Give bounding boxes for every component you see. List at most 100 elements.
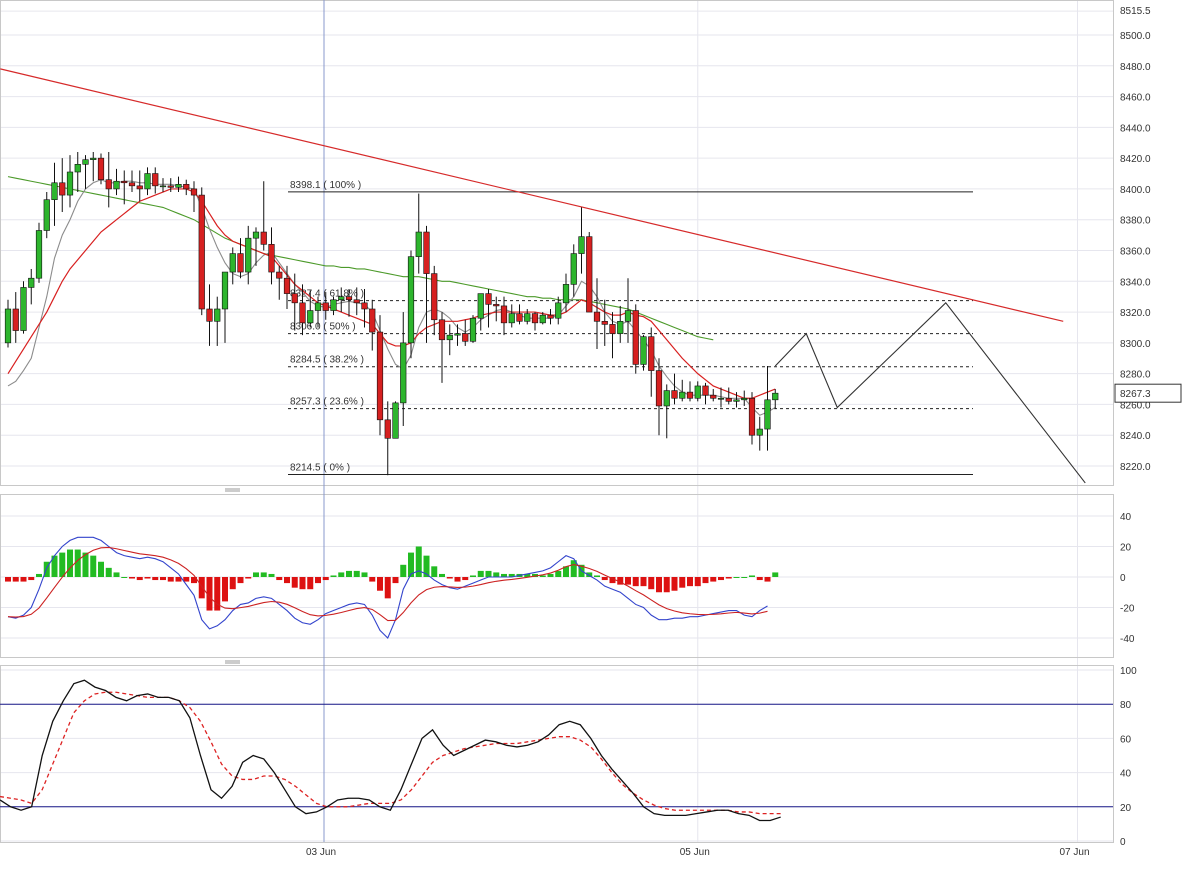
macd-histogram-bar: [439, 573, 445, 577]
macd-histogram-bar: [291, 577, 298, 588]
fib-level-label: 8398.1 ( 100% ): [290, 180, 361, 191]
macd-histogram-bar: [268, 573, 275, 577]
macd-histogram-bar: [539, 575, 546, 577]
macd-histogram-bar: [191, 577, 197, 584]
candle-body: [655, 370, 663, 407]
candle-body: [679, 391, 686, 399]
candle-body: [500, 305, 508, 324]
macd-histogram-bar: [330, 575, 337, 577]
macd-histogram-bar: [338, 572, 345, 577]
macd-histogram-bar: [82, 552, 89, 577]
macd-histogram-bar: [640, 577, 647, 587]
macd-histogram-bar: [183, 577, 190, 582]
stoch-y-tick-label: 0: [1120, 837, 1126, 848]
candle-body: [35, 230, 43, 279]
candle-body: [74, 164, 81, 173]
x-date-label: 07 Jun: [1060, 847, 1090, 858]
y-tick-label: 8515.5: [1120, 6, 1151, 17]
y-tick-label: 8360.0: [1120, 247, 1151, 258]
candle-body: [291, 293, 298, 304]
candle-body: [159, 185, 167, 188]
macd-histogram-bar: [625, 577, 631, 585]
fib-level-label: 8284.5 ( 38.2% ): [290, 355, 364, 366]
macd-histogram-bar: [229, 577, 236, 590]
macd-histogram-bar: [322, 577, 329, 581]
candle-body: [524, 313, 531, 322]
candle-body: [702, 385, 709, 396]
candle-body: [756, 428, 763, 436]
candle-body: [105, 179, 112, 190]
macd-histogram-bar: [756, 577, 763, 581]
candle-body: [493, 304, 500, 307]
macd-histogram-bar: [718, 577, 724, 581]
candle-body: [671, 390, 678, 399]
y-tick-label: 8280.0: [1120, 370, 1151, 381]
candle-body: [299, 302, 306, 324]
y-tick-label: 8380.0: [1120, 216, 1151, 227]
macd-y-tick-label: 0: [1120, 573, 1126, 584]
candle-body: [28, 277, 35, 288]
y-tick-label: 8460.0: [1120, 93, 1151, 104]
macd-y-tick-label: -40: [1120, 634, 1135, 645]
macd-histogram-bar: [446, 577, 453, 579]
macd-histogram-bar: [160, 577, 166, 581]
macd-histogram-bar: [508, 573, 515, 577]
candle-body: [423, 231, 430, 274]
macd-histogram-bar: [237, 577, 244, 584]
macd-histogram-bar: [175, 577, 182, 582]
candle-body: [121, 180, 128, 184]
macd-histogram-bar: [20, 577, 27, 582]
candle-body: [593, 311, 601, 322]
macd-histogram-bar: [656, 577, 662, 593]
macd-histogram-bar: [454, 577, 461, 582]
candle-body: [438, 319, 446, 341]
candle-body: [578, 236, 585, 254]
candle-body: [183, 184, 190, 190]
y-tick-label: 8220.0: [1120, 462, 1151, 473]
candle-body: [485, 293, 492, 305]
stochastic-plot: [0, 679, 1113, 822]
candle-body: [555, 302, 562, 319]
macd-histogram-bar: [113, 572, 120, 577]
macd-histogram-bar: [90, 555, 97, 577]
stoch-y-tick-label: 80: [1120, 700, 1132, 711]
candle-body: [237, 253, 244, 273]
macd-histogram-bar: [601, 577, 608, 581]
candle-body: [624, 310, 632, 322]
candle-body: [353, 299, 360, 304]
macd-histogram-bar: [299, 577, 306, 590]
candle-body: [686, 391, 694, 399]
macd-histogram-bar: [524, 573, 531, 577]
macd-histogram-bar: [749, 575, 755, 577]
macd-histogram-bar: [260, 572, 267, 577]
macd-histogram-bar: [485, 570, 492, 577]
macd-histogram-bar: [67, 549, 73, 577]
candle-body: [648, 336, 655, 371]
macd-histogram-bar: [532, 573, 538, 577]
candle-body: [345, 296, 353, 301]
candle-body: [338, 296, 345, 301]
candle-body: [190, 188, 198, 196]
y-tick-label: 8300.0: [1120, 339, 1151, 350]
candle-body: [66, 171, 74, 196]
y-tick-label: 8320.0: [1120, 308, 1151, 319]
macd-histogram-bar: [609, 577, 616, 584]
candle-body: [400, 342, 407, 404]
candle-body: [772, 392, 779, 401]
macd-y-tick-label: 20: [1120, 543, 1132, 554]
macd-plot: [5, 536, 779, 639]
splitter-handle[interactable]: [225, 488, 240, 492]
macd-histogram-bar: [315, 577, 321, 584]
y-tick-label: 8480.0: [1120, 62, 1151, 73]
candle-body: [431, 273, 438, 321]
axes: 8515.5 8500.0 8480.0 8460.0 8440.0 8420.0 8400…: [306, 6, 1182, 858]
splitter-handle[interactable]: [225, 660, 240, 664]
candle-body: [446, 334, 453, 341]
candle-body: [392, 402, 399, 439]
y-tick-label: 8440.0: [1120, 123, 1151, 134]
trendline: [0, 68, 1064, 322]
candle-body: [4, 308, 12, 344]
macd-histogram-bar: [493, 572, 500, 577]
macd-histogram-bar: [253, 572, 259, 577]
